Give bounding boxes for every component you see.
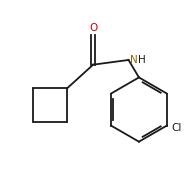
Text: N: N xyxy=(130,55,138,65)
Text: H: H xyxy=(139,55,146,65)
Text: O: O xyxy=(89,23,97,33)
Text: Cl: Cl xyxy=(171,122,182,133)
